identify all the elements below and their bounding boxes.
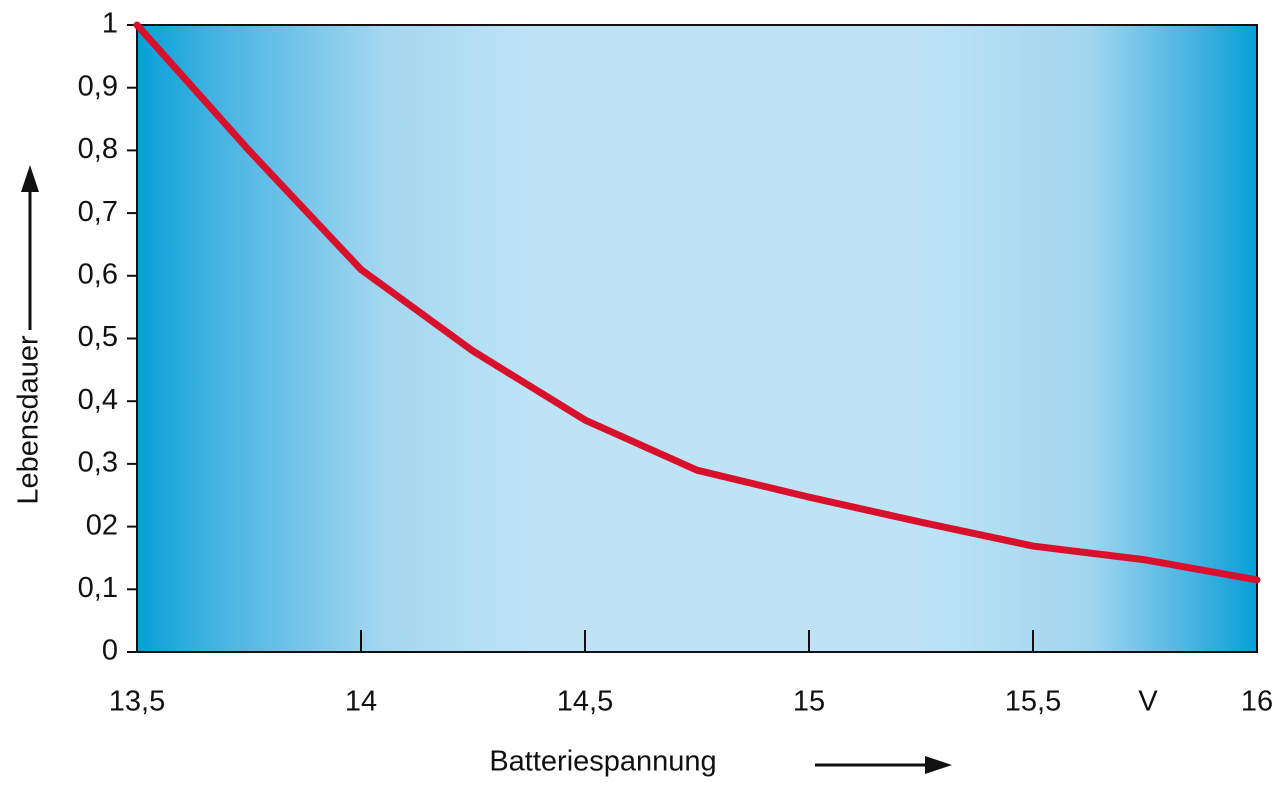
x-axis-arrowhead xyxy=(925,756,952,774)
y-axis-arrowhead xyxy=(21,165,39,192)
y-tick-label: 0,4 xyxy=(78,384,118,416)
y-tick-label: 0,5 xyxy=(78,321,118,353)
y-tick-label: 0,9 xyxy=(78,70,118,102)
x-tick-label: 14 xyxy=(345,686,377,718)
x-tick-label: 16 xyxy=(1241,686,1273,718)
y-tick-label: 0,3 xyxy=(78,447,118,479)
chart-layer: 0 0,1 02 0,3 0,4 0,5 0,6 0,7 0,8 0,9 1 13,5 14 14,5 15… xyxy=(78,8,1273,718)
y-tick-label: 0,7 xyxy=(78,196,118,228)
y-tick-label: 0 xyxy=(102,635,118,667)
y-tick-label: 0,8 xyxy=(78,133,118,165)
x-axis-label: Batteriespannung xyxy=(489,746,716,778)
y-tick-label: 0,1 xyxy=(78,572,118,604)
y-tick-label: 0,6 xyxy=(78,258,118,290)
x-tick-label: 15 xyxy=(793,686,825,718)
x-tick-label: 14,5 xyxy=(557,686,613,718)
y-tick-label: 1 xyxy=(102,8,118,40)
plot-area xyxy=(136,24,1258,653)
x-tick-label: 13,5 xyxy=(109,686,165,718)
y-axis-label: Lebensdauer xyxy=(13,335,45,505)
y-tick-label: 02 xyxy=(86,509,118,541)
data-line xyxy=(133,21,1261,584)
x-unit: V xyxy=(1138,686,1158,718)
x-tick-label: 15,5 xyxy=(1005,686,1061,718)
